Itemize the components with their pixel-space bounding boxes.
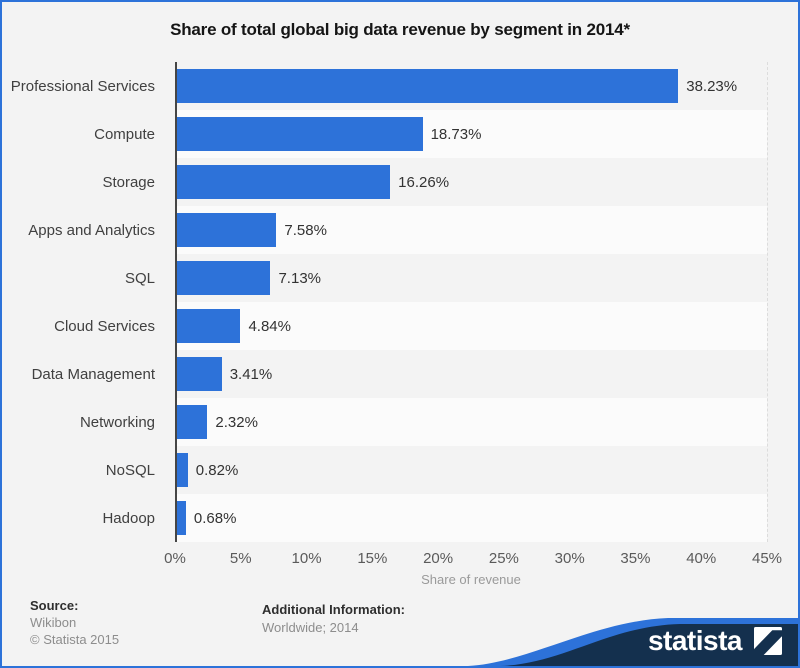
x-tick-label: 30% [554, 550, 585, 567]
chart-row: 38.23% [177, 62, 767, 110]
bar [177, 309, 241, 343]
x-tick-label: 35% [620, 550, 651, 567]
value-label: 0.68% [193, 509, 237, 527]
plot-area: 38.23% 18.73% 16.26% 7.58% 7.13% 4.84% 3.41% 2.… [175, 62, 768, 542]
bar [177, 165, 391, 199]
bar [177, 69, 679, 103]
chart-row: 2.32% [177, 398, 767, 446]
statista-logo-text: statista [647, 625, 743, 656]
additional-info-block: Additional Information: Worldwide; 2014 [262, 601, 405, 637]
chart-row: 3.41% [177, 350, 767, 398]
bar-wrap: 16.26% [177, 165, 767, 199]
value-label: 16.26% [398, 173, 450, 191]
bar-wrap: 7.58% [177, 213, 767, 247]
x-tick-label: 0% [164, 550, 186, 567]
chart-row: 16.26% [177, 158, 767, 206]
value-label: 7.58% [284, 221, 327, 239]
chart-row: 0.68% [177, 494, 767, 542]
source-block: Source: Wikibon © Statista 2015 [30, 597, 119, 648]
bar [177, 453, 188, 487]
additional-info-text: Worldwide; 2014 [262, 620, 359, 635]
source-name: Wikibon [30, 615, 77, 630]
chart-row: 18.73% [177, 110, 767, 158]
value-label: 7.13% [278, 269, 322, 287]
bar-wrap: 0.68% [177, 501, 767, 535]
value-label: 4.84% [248, 317, 291, 335]
category-axis: Professional Services Compute Storage Apps … [2, 62, 165, 542]
chart-row: 0.82% [177, 446, 767, 494]
chart-row: 7.13% [177, 254, 767, 302]
x-axis-ticks: 0% 5% 10% 15% 20% 25% 30% 35% 40% 45% [164, 550, 782, 568]
bar-wrap: 4.84% [177, 309, 767, 343]
bar-wrap: 38.23% [177, 69, 767, 103]
statista-logo-icon [754, 627, 782, 655]
bar [177, 213, 277, 247]
category-label: Apps and Analytics [28, 221, 155, 239]
x-tick-label: 45% [751, 550, 783, 567]
chart-row: 7.58% [177, 206, 767, 254]
chart-row: 4.84% [177, 302, 767, 350]
x-tick-label: 20% [423, 550, 454, 567]
category-label: Storage [102, 173, 155, 191]
category-label: Networking [79, 413, 155, 431]
bar [177, 117, 423, 151]
bar-wrap: 0.82% [177, 453, 767, 487]
category-label: SQL [124, 269, 155, 287]
category-label: Cloud Services [54, 317, 155, 335]
category-label: Data Management [31, 365, 155, 383]
value-label: 2.32% [215, 413, 258, 431]
bar-wrap: 2.32% [177, 405, 767, 439]
bar [177, 501, 186, 535]
category-label: Compute [94, 125, 155, 143]
additional-info-label: Additional Information: [262, 602, 405, 617]
value-label: 3.41% [229, 365, 273, 383]
statista-wave-graphic [468, 618, 798, 666]
bar-wrap: 3.41% [177, 357, 767, 391]
x-tick-label: 10% [291, 550, 322, 567]
source-label: Source: [30, 598, 79, 613]
x-tick-label: 40% [686, 550, 717, 567]
chart-title: Share of total global big data revenue b… [170, 20, 630, 39]
x-axis-title: Share of revenue [421, 572, 521, 587]
value-label: 18.73% [430, 125, 482, 143]
category-label: Professional Services [10, 77, 155, 95]
bar-wrap: 7.13% [177, 261, 767, 295]
value-label: 0.82% [195, 461, 239, 479]
copyright: © Statista 2015 [30, 632, 120, 647]
bar [177, 357, 222, 391]
x-tick-label: 5% [229, 550, 252, 567]
x-tick-label: 15% [357, 550, 388, 567]
value-label: 38.23% [686, 77, 738, 95]
bar-wrap: 18.73% [177, 117, 767, 151]
category-label: NoSQL [105, 461, 155, 479]
bar [177, 405, 208, 439]
gridline [767, 62, 768, 542]
category-label: Hadoop [102, 509, 155, 527]
x-tick-label: 25% [488, 550, 519, 567]
bar [177, 261, 271, 295]
